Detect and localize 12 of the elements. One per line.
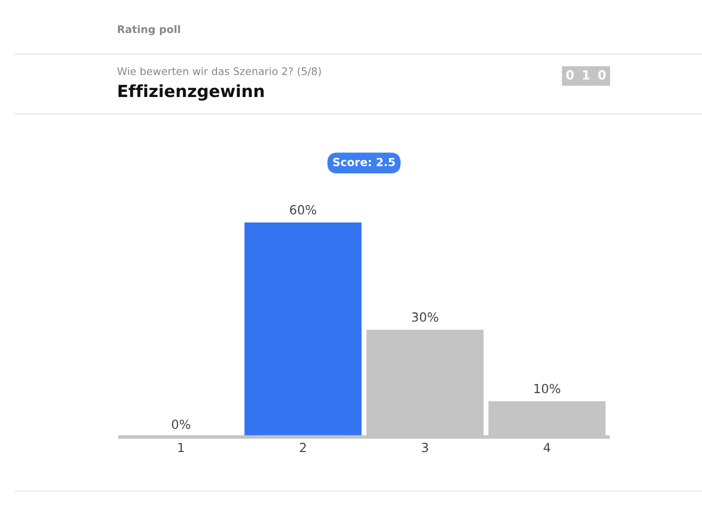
x-tick-label: 1	[178, 442, 184, 452]
data-label: 30%	[412, 312, 438, 322]
x-tick-label: 4	[544, 442, 550, 452]
data-label: 0%	[172, 420, 190, 430]
text: Score: 2.5	[333, 158, 395, 166]
x-tick-label: 3	[422, 442, 428, 452]
x-tick-label: 2	[300, 442, 306, 452]
text: Rating poll	[118, 25, 180, 36]
chart-subtitle: Wie bewerten wir das Szenario 2? (5/8)	[117, 67, 321, 76]
chart-title: Effizienzgewinn	[118, 84, 264, 101]
data-label: 10%	[534, 384, 560, 394]
data-label: 60%	[290, 205, 316, 214]
